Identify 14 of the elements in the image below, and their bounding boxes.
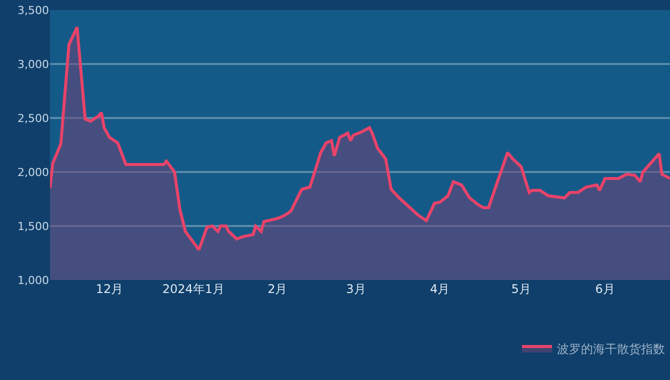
x-tick-label: 3月 bbox=[346, 282, 366, 296]
x-tick-label: 2月 bbox=[268, 282, 288, 296]
x-tick-label: 12月 bbox=[96, 282, 124, 296]
x-tick-label: 6月 bbox=[595, 282, 615, 296]
x-tick-label: 4月 bbox=[430, 282, 450, 296]
x-tick-label: 2024年1月 bbox=[162, 282, 225, 296]
legend-label: 波罗的海干散货指数 bbox=[557, 342, 665, 356]
y-tick-label: 1,500 bbox=[18, 220, 49, 233]
y-tick-label: 1,000 bbox=[18, 274, 49, 287]
y-tick-label: 3,000 bbox=[18, 58, 49, 71]
x-tick-label: 5月 bbox=[511, 282, 531, 296]
y-tick-label: 3,500 bbox=[18, 4, 49, 17]
y-tick-label: 2,500 bbox=[18, 112, 49, 125]
y-tick-label: 2,000 bbox=[18, 166, 49, 179]
